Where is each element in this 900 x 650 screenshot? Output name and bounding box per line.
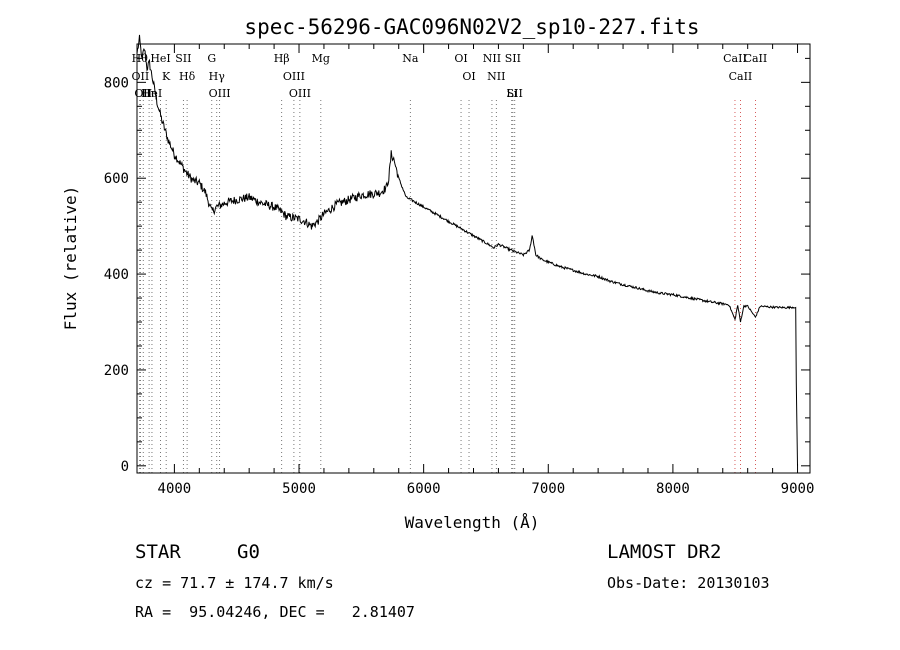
spectrum-line	[136, 34, 798, 466]
line-label: HeI	[142, 87, 162, 100]
line-label: SII	[175, 52, 191, 65]
observation-date: Obs-Date: 20130103	[607, 574, 770, 592]
line-label: K	[162, 70, 171, 83]
redshift-velocity: cz = 71.7 ± 174.7 km/s	[135, 574, 334, 592]
sky-coordinates: RA = 95.04246, DEC = 2.81407	[135, 603, 415, 621]
spectral-line-labels: HθOIIOIIHηHeIHeIKSIIHδGHγOIIIHβOIIIOIIIM…	[132, 52, 768, 100]
line-label: HeI	[150, 52, 170, 65]
line-label: NII	[487, 70, 505, 83]
line-label: NII	[483, 52, 501, 65]
line-label: CaII	[729, 70, 753, 83]
line-label: Hγ	[209, 70, 226, 83]
x-tick-label: 4000	[158, 481, 192, 497]
line-label: OIII	[289, 87, 311, 100]
y-axis-label: Flux (relative)	[61, 186, 80, 331]
object-subclass: G0	[237, 541, 260, 563]
x-tick-label: 7000	[531, 481, 565, 497]
survey-name: LAMOST DR2	[607, 541, 722, 563]
y-tick-label: 200	[104, 363, 129, 379]
x-tick-label: 6000	[407, 481, 441, 497]
spectral-line-markers	[139, 100, 756, 473]
line-label: OIII	[209, 87, 231, 100]
chart-title: spec-56296-GAC096N02V2_sp10-227.fits	[244, 15, 699, 39]
line-label: OII	[134, 87, 152, 100]
line-label: Li	[506, 87, 517, 100]
y-tick-label: 400	[104, 267, 129, 283]
line-label: OI	[454, 52, 467, 65]
line-label: CaII	[723, 52, 747, 65]
line-label: Hδ	[179, 70, 196, 83]
object-class: STAR	[135, 541, 181, 563]
line-label: SII	[507, 87, 523, 100]
line-label: Hη	[141, 87, 157, 100]
line-label: OII	[132, 70, 150, 83]
line-label: Mg	[312, 52, 330, 65]
x-tick-label: 9000	[781, 481, 815, 497]
y-axis-ticks: 0 200 400 600 800	[104, 57, 810, 475]
line-label: Hβ	[274, 52, 290, 65]
y-tick-label: 600	[104, 171, 129, 187]
x-tick-label: 5000	[282, 481, 316, 497]
line-label: SII	[505, 52, 521, 65]
y-tick-label: 800	[104, 75, 129, 91]
line-label: G	[207, 52, 216, 65]
line-label: OI	[462, 70, 475, 83]
line-label: OIII	[283, 70, 305, 83]
x-axis-label: Wavelength (Å)	[405, 513, 540, 532]
x-axis-ticks: 4000 5000 6000 7000 8000 9000	[158, 44, 815, 497]
line-label: CaII	[744, 52, 768, 65]
x-tick-label: 8000	[656, 481, 690, 497]
plot-frame	[136, 43, 811, 474]
y-tick-label: 0	[121, 459, 129, 475]
line-label: Na	[402, 52, 419, 65]
